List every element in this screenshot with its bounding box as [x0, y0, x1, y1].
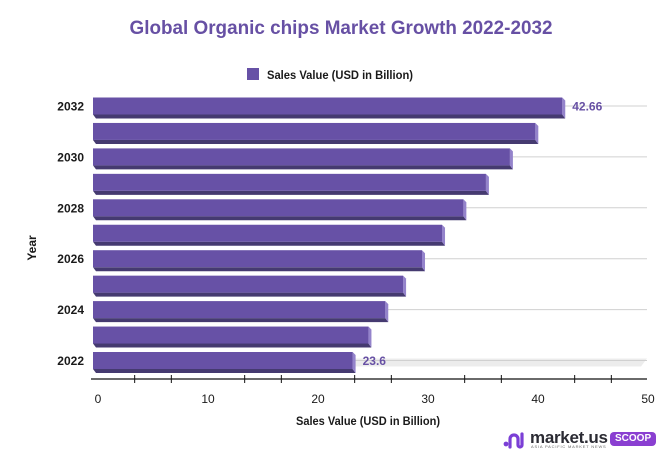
logo-scoop-badge: SCOOP [610, 432, 657, 446]
bars [93, 97, 566, 373]
bar-face [93, 148, 510, 166]
bar-2032 [93, 97, 566, 119]
y-axis-title: Year [25, 235, 39, 261]
bar-2030 [93, 148, 513, 170]
legend: Sales Value (USD in Billion) [247, 68, 413, 82]
market-us-logo: market.us ASIA PACIFIC MARKET NEWS SCOOP [503, 428, 657, 453]
bar-face [93, 173, 486, 191]
legend-label: Sales Value (USD in Billion) [267, 68, 413, 82]
bar-side-edge [485, 173, 489, 195]
logo-tagline: ASIA PACIFIC MARKET NEWS [531, 444, 607, 449]
y-tick-label: 2024 [57, 303, 84, 317]
y-tick-label: 2030 [57, 150, 84, 164]
x-tick-label: 20 [311, 392, 325, 406]
y-tick-label: 2028 [57, 201, 84, 215]
y-tick-label: 2026 [57, 252, 84, 266]
bar-face [93, 97, 563, 115]
bar-side-edge [352, 352, 356, 373]
bar-face [93, 301, 386, 319]
bar-side-edge [442, 224, 446, 246]
bar-bottom-edge [93, 216, 467, 221]
bar-bottom-edge [93, 318, 389, 323]
bar-face [93, 224, 443, 242]
gridlines [352, 105, 647, 367]
logo-wordmark: market.us [530, 428, 608, 447]
x-tick-label: 0 [95, 392, 102, 406]
bar-bottom-edge [93, 241, 446, 246]
x-tick-label: 40 [531, 392, 545, 406]
x-tick-label: 50 [641, 392, 655, 406]
data-labels: 42.66 23.6 [363, 100, 603, 369]
bar-bottom-edge [93, 267, 426, 272]
x-tick-label: 10 [201, 392, 215, 406]
bar-side-edge [535, 122, 539, 144]
bar-side-edge [509, 148, 513, 170]
bar-2023 [93, 326, 372, 348]
bar-bottom-edge [93, 190, 489, 195]
bar-side-edge [422, 250, 426, 272]
market-us-logo-icon [503, 432, 524, 449]
bar-face [93, 199, 464, 217]
bar-face [93, 326, 369, 344]
bar-bottom-edge [93, 139, 539, 144]
bar-2027 [93, 224, 446, 246]
bar-bottom-edge [93, 114, 566, 119]
legend-swatch [247, 68, 259, 80]
bar-bottom-edge [93, 369, 356, 373]
bar-2028 [93, 199, 467, 221]
bar-2029 [93, 173, 489, 195]
bar-side-edge [403, 275, 407, 297]
x-tick-label: 30 [421, 392, 435, 406]
bar-side-edge [368, 326, 372, 348]
x-axis: 0 10 20 30 40 50 [91, 375, 655, 406]
bar-face [93, 122, 536, 140]
y-tick-label: 2022 [57, 354, 84, 368]
x-axis-ticks [134, 375, 612, 383]
bar-side-edge [562, 97, 566, 119]
bar-bottom-edge [93, 343, 372, 348]
data-label: 23.6 [363, 354, 387, 368]
y-axis-tick-labels: 2032 2030 2028 2026 2024 2022 [57, 100, 84, 369]
data-label: 42.66 [572, 100, 602, 114]
bar-bottom-edge [93, 292, 407, 297]
bar-side-edge [385, 301, 389, 323]
bar-face [93, 352, 353, 369]
bar-face [93, 250, 423, 268]
x-axis-title: Sales Value (USD in Billion) [296, 414, 440, 428]
bar-2024 [93, 301, 389, 323]
bar-2025 [93, 275, 407, 297]
floor-band [352, 358, 647, 367]
bar-2022 [93, 352, 356, 373]
chart-title: Global Organic chips Market Growth 2022-… [130, 18, 553, 39]
y-tick-label: 2032 [57, 100, 84, 114]
bar-bottom-edge [93, 165, 513, 170]
bar-2026 [93, 250, 426, 272]
bar-face [93, 275, 404, 293]
bar-side-edge [463, 199, 467, 221]
bar-2031 [93, 122, 539, 144]
x-axis-tick-labels: 0 10 20 30 40 50 [95, 392, 655, 406]
